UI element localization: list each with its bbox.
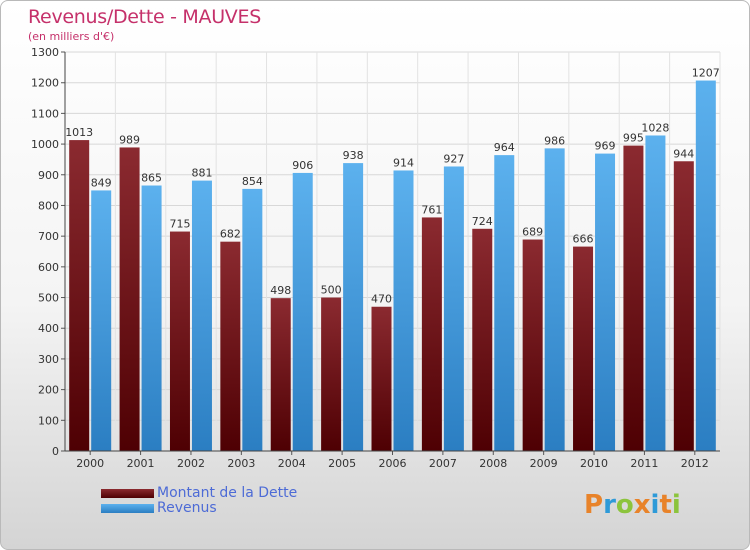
bar-revenus <box>645 135 666 451</box>
bar-dette <box>119 147 140 452</box>
data-label-revenus: 865 <box>141 172 162 185</box>
x-tick-label: 2002 <box>177 457 205 470</box>
data-label-dette: 761 <box>421 203 442 216</box>
logo-letter: o <box>615 490 634 520</box>
y-tick-label: 700 <box>38 230 59 243</box>
bar-dette <box>220 241 241 451</box>
bar-dette <box>321 297 342 451</box>
bar-revenus <box>494 155 515 451</box>
bar-revenus <box>191 180 212 451</box>
data-label-dette: 989 <box>119 133 140 146</box>
y-tick-label: 1100 <box>31 107 59 120</box>
x-tick-label: 2004 <box>278 457 306 470</box>
bar-dette <box>270 298 291 451</box>
bar-revenus <box>242 188 263 451</box>
data-label-dette: 689 <box>522 226 543 239</box>
bar-revenus <box>443 166 464 452</box>
data-label-revenus: 849 <box>91 176 112 189</box>
x-tick-label: 2001 <box>127 457 155 470</box>
data-label-revenus: 854 <box>242 175 263 188</box>
data-label-dette: 724 <box>472 215 493 228</box>
x-tick-label: 2000 <box>76 457 104 470</box>
x-tick-label: 2011 <box>630 457 658 470</box>
data-label-revenus: 938 <box>343 149 364 162</box>
legend-label-dette: Montant de la Dette <box>157 485 298 501</box>
data-label-revenus: 1207 <box>692 67 720 80</box>
bar-dette <box>69 140 90 452</box>
bar-revenus <box>695 80 716 451</box>
data-label-revenus: 986 <box>544 134 565 147</box>
x-tick-label: 2012 <box>681 457 709 470</box>
data-label-revenus: 969 <box>595 140 616 153</box>
labels-layer: 1013 849 989 865 715 881 682 854 498 906 500 938 470… <box>65 67 720 306</box>
logo-letter: i <box>671 490 681 520</box>
data-label-revenus: 964 <box>494 141 515 154</box>
bar-revenus <box>91 190 112 451</box>
data-label-revenus: 906 <box>292 159 313 172</box>
x-tick-label: 2007 <box>429 457 457 470</box>
x-tick-label: 2005 <box>328 457 356 470</box>
y-tick-label: 100 <box>38 414 59 427</box>
logo-letter: t <box>659 490 672 520</box>
x-tick-label: 2003 <box>227 457 255 470</box>
bar-revenus <box>393 170 414 452</box>
chart-title: Revenus/Dette - MAUVES <box>28 6 261 28</box>
bar-dette <box>673 161 694 451</box>
bar-dette <box>472 228 493 451</box>
logo-letter: P <box>584 490 604 520</box>
x-tick-label: 2008 <box>479 457 507 470</box>
logo-letter: r <box>603 490 616 520</box>
y-tick-label: 600 <box>38 261 59 274</box>
bar-dette <box>623 145 644 451</box>
grid-layer <box>64 51 721 452</box>
y-tick-label: 900 <box>38 169 59 182</box>
data-label-dette: 498 <box>270 284 291 297</box>
y-tick-label: 1300 <box>31 46 59 59</box>
bar-revenus <box>292 172 313 452</box>
y-tick-label: 300 <box>38 353 59 366</box>
y-tick-label: 800 <box>38 199 59 212</box>
y-tick-label: 400 <box>38 322 59 335</box>
legend-swatch-revenus <box>101 504 154 513</box>
data-label-dette: 715 <box>169 218 190 231</box>
bars-layer <box>69 80 716 452</box>
bar-dette <box>421 217 442 451</box>
y-tick-label: 0 <box>52 445 59 458</box>
bar-revenus <box>343 163 364 452</box>
data-label-revenus: 1028 <box>641 121 669 134</box>
logo-letter: x <box>633 490 651 520</box>
bar-revenus <box>544 148 565 451</box>
data-label-dette: 1013 <box>65 126 93 139</box>
y-tick-label: 200 <box>38 384 59 397</box>
data-label-dette: 500 <box>321 284 342 297</box>
data-label-revenus: 881 <box>191 167 212 180</box>
y-tick-label: 1000 <box>31 138 59 151</box>
bar-dette <box>573 246 594 451</box>
x-tick-label: 2006 <box>379 457 407 470</box>
x-tick-label: 2010 <box>580 457 608 470</box>
logo-letter: i <box>650 490 660 520</box>
data-label-revenus: 927 <box>443 152 464 165</box>
data-label-dette: 944 <box>673 147 694 160</box>
y-tick-label: 500 <box>38 292 59 305</box>
legend-label-revenus: Revenus <box>157 500 217 516</box>
data-label-dette: 470 <box>371 293 392 306</box>
data-label-revenus: 914 <box>393 156 414 169</box>
data-label-dette: 682 <box>220 228 241 241</box>
bar-revenus <box>141 185 162 451</box>
y-tick-label: 1200 <box>31 77 59 90</box>
proxiti-logo: Proxiti <box>584 490 681 520</box>
bar-revenus <box>595 153 616 451</box>
legend-swatch-dette <box>101 489 154 498</box>
data-label-dette: 666 <box>573 233 594 246</box>
x-tick-label: 2009 <box>530 457 558 470</box>
bar-dette <box>522 239 543 451</box>
bar-dette <box>371 306 392 451</box>
data-label-dette: 995 <box>623 132 644 145</box>
bar-dette <box>169 231 190 451</box>
chart-subtitle: (en milliers d'€) <box>28 30 115 43</box>
axes-layer: 0 100 200 300 400 500 600 700 800 900 1000 1100 1200… <box>31 46 720 470</box>
